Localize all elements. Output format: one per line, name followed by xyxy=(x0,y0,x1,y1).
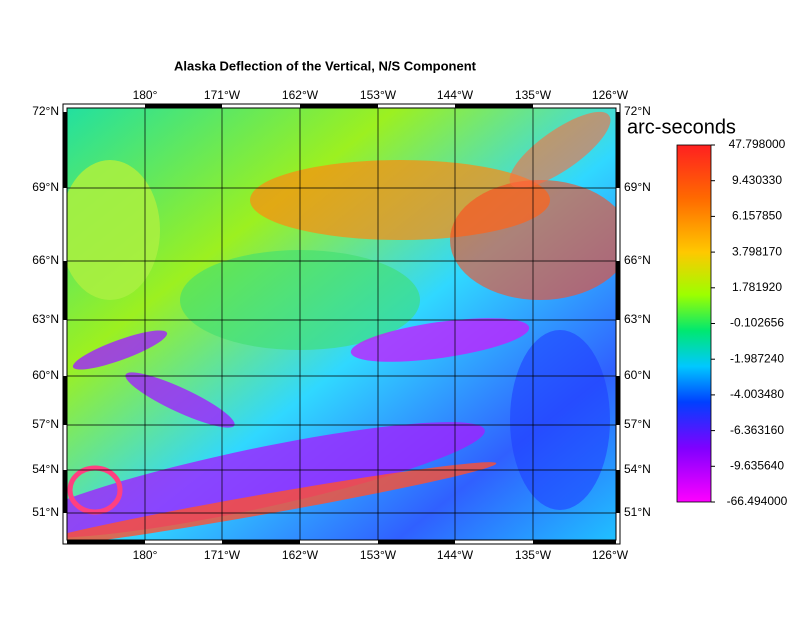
colorbar xyxy=(676,144,712,503)
lat-label: 51°N xyxy=(32,505,59,519)
colorbar-label: 1.781920 xyxy=(732,280,782,294)
lat-label: 60°N xyxy=(624,368,651,382)
lat-label: 66°N xyxy=(32,253,59,267)
lon-label: 162°W xyxy=(282,88,319,102)
lat-label: 57°N xyxy=(624,417,651,431)
lat-label: 63°N xyxy=(624,312,651,326)
lat-label: 63°N xyxy=(32,312,59,326)
lat-label: 54°N xyxy=(624,462,651,476)
lon-label: 153°W xyxy=(360,88,397,102)
graticule xyxy=(67,108,616,540)
colorbar-label: -9.635640 xyxy=(730,458,784,472)
lat-label: 69°N xyxy=(32,180,59,194)
lon-label: 171°W xyxy=(204,548,241,562)
lat-label: 66°N xyxy=(624,253,651,267)
map-title: Alaska Deflection of the Vertical, N/S C… xyxy=(174,58,477,73)
lon-label: 135°W xyxy=(515,548,552,562)
map-frame xyxy=(62,103,621,545)
map-image xyxy=(67,108,616,540)
colorbar-label: 47.798000 xyxy=(729,137,786,151)
lon-label: 126°W xyxy=(592,88,629,102)
lat-label: 57°N xyxy=(32,417,59,431)
colorbar-label: -6.363160 xyxy=(730,423,784,437)
lon-label: 144°W xyxy=(437,548,474,562)
lat-label: 72°N xyxy=(32,104,59,118)
colorbar-label: 3.798170 xyxy=(732,244,782,258)
lon-label: 180° xyxy=(133,88,158,102)
colorbar-label: -0.102656 xyxy=(730,316,784,330)
lat-label: 51°N xyxy=(624,505,651,519)
colorbar-labels: 47.798000 9.430330 6.157850 3.798170 1.78192… xyxy=(711,137,788,508)
lon-label: 135°W xyxy=(515,88,552,102)
lat-label: 69°N xyxy=(624,180,651,194)
lat-label: 54°N xyxy=(32,462,59,476)
colorbar-title: arc-seconds xyxy=(627,116,736,138)
colorbar-label: 6.157850 xyxy=(732,209,782,223)
lat-label: 72°N xyxy=(624,104,651,118)
colorbar-label: -4.003480 xyxy=(730,387,784,401)
lon-label: 162°W xyxy=(282,548,319,562)
graticule-labels: 180° 171°W 162°W 153°W 144°W 135°W 126°W 180° 17… xyxy=(32,88,651,562)
colorbar-label: -66.494000 xyxy=(727,494,788,508)
lon-label: 171°W xyxy=(204,88,241,102)
lon-label: 126°W xyxy=(592,548,629,562)
colorbar-label: -1.987240 xyxy=(730,351,784,365)
lon-label: 153°W xyxy=(360,548,397,562)
lon-label: 180° xyxy=(133,548,158,562)
lon-label: 144°W xyxy=(437,88,474,102)
colorbar-label: 9.430330 xyxy=(732,173,782,187)
lat-label: 60°N xyxy=(32,368,59,382)
